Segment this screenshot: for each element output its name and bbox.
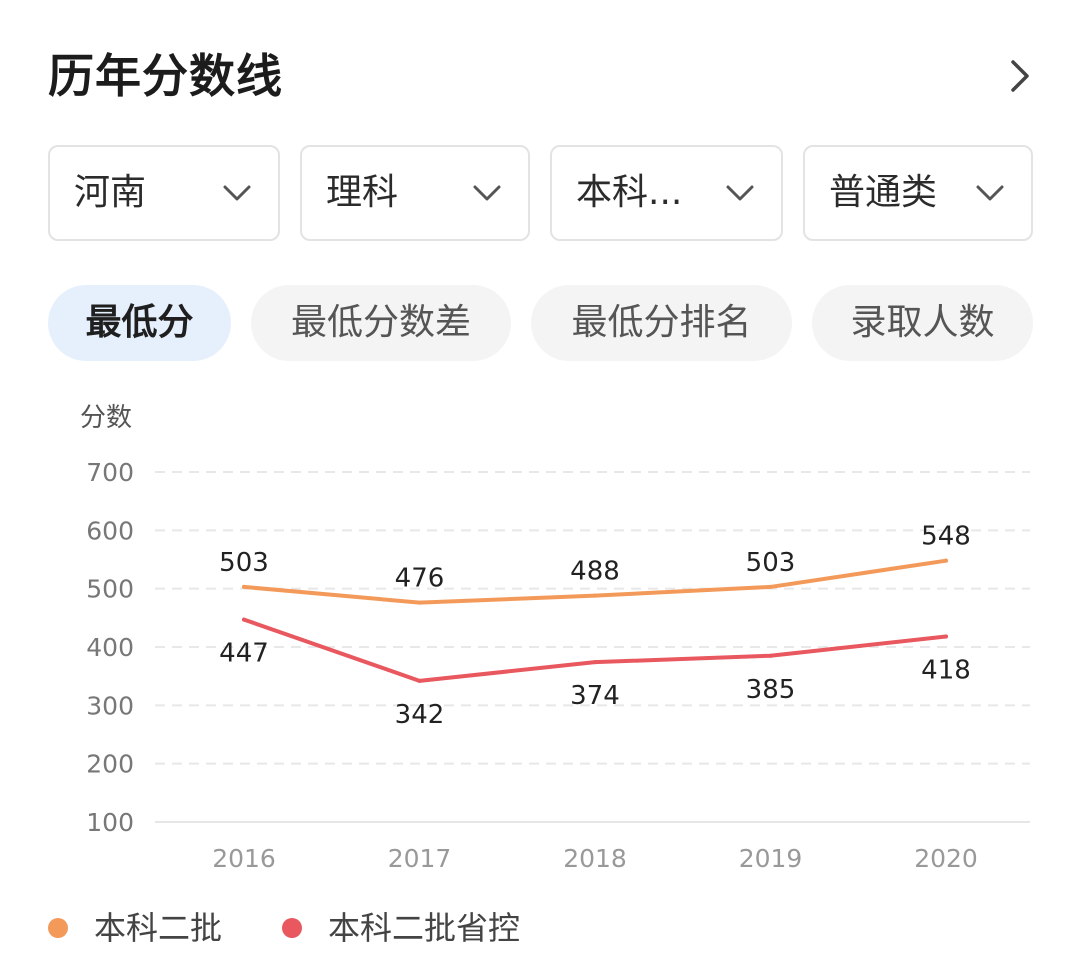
data-label: 374 <box>570 681 620 711</box>
y-tick-label: 500 <box>86 575 134 604</box>
data-point <box>593 593 597 598</box>
y-axis-label: 分数 <box>80 403 132 433</box>
data-point <box>768 653 773 658</box>
y-tick-label: 400 <box>86 633 134 662</box>
data-point <box>417 678 422 683</box>
metric-tabs: 最低分 最低分数差 最低分排名 录取人数 <box>0 285 1080 361</box>
data-point <box>768 584 773 589</box>
y-tick-label: 100 <box>86 808 134 837</box>
data-label: 418 <box>921 656 971 686</box>
data-point <box>944 558 948 563</box>
filter-province[interactable]: 河南 <box>48 145 280 241</box>
x-tick-label: 2018 <box>563 844 627 873</box>
tab-min-score[interactable]: 最低分 <box>48 285 231 361</box>
page-title: 历年分数线 <box>48 49 283 103</box>
filter-bar: 河南 理科 本科... 普通类 <box>0 145 1080 243</box>
filter-type[interactable]: 普通类 <box>803 145 1033 241</box>
y-tick-label: 600 <box>86 516 134 545</box>
data-point <box>242 584 246 589</box>
chevron-down-icon <box>976 185 1004 201</box>
filter-batch-label: 本科... <box>576 172 683 213</box>
data-label: 342 <box>395 700 445 730</box>
data-label: 476 <box>395 564 445 594</box>
data-point <box>242 617 246 622</box>
filter-province-label: 河南 <box>74 172 147 213</box>
x-tick-label: 2019 <box>739 844 803 873</box>
chevron-down-icon <box>726 185 754 201</box>
data-point <box>944 634 948 639</box>
data-label: 385 <box>746 675 796 705</box>
y-tick-label: 700 <box>86 458 134 487</box>
data-label: 503 <box>746 548 796 578</box>
legend-label-series-2: 本科二批省控 <box>328 909 521 947</box>
x-tick-label: 2016 <box>212 844 276 873</box>
tab-min-score-rank[interactable]: 最低分排名 <box>531 285 792 361</box>
y-tick-label: 300 <box>86 691 134 720</box>
legend-dot-series-2 <box>282 918 302 938</box>
data-label: 503 <box>219 548 269 578</box>
chart-legend: 本科二批 本科二批省控 <box>0 900 1080 960</box>
data-point <box>417 600 422 605</box>
legend-label-series-1: 本科二批 <box>94 909 223 947</box>
score-line-chart: 分数 100 200 300 400 500 600 700 2016 2017 2018 2019 2… <box>80 403 1030 873</box>
filter-batch[interactable]: 本科... <box>550 145 783 241</box>
y-tick-label: 200 <box>86 750 134 779</box>
x-tick-label: 2017 <box>388 844 452 873</box>
x-tick-label: 2020 <box>914 844 978 873</box>
tab-min-score-diff[interactable]: 最低分数差 <box>251 285 511 361</box>
data-label: 447 <box>219 639 269 669</box>
filter-subject-label: 理科 <box>326 172 399 213</box>
series-line-2 <box>242 617 948 683</box>
data-point <box>593 660 597 665</box>
data-label: 548 <box>921 522 971 552</box>
tab-admission-count[interactable]: 录取人数 <box>812 285 1033 361</box>
chevron-right-icon[interactable] <box>1002 56 1038 96</box>
chevron-down-icon <box>473 185 501 201</box>
chevron-down-icon <box>223 185 251 201</box>
data-label: 488 <box>570 557 620 587</box>
filter-subject[interactable]: 理科 <box>300 145 530 241</box>
filter-type-label: 普通类 <box>829 172 938 213</box>
legend-dot-series-1 <box>48 918 68 938</box>
